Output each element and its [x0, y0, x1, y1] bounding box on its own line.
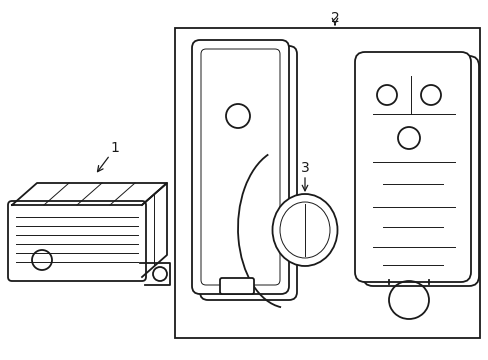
Text: 3: 3: [300, 161, 309, 175]
Ellipse shape: [272, 194, 337, 266]
FancyBboxPatch shape: [362, 56, 478, 286]
FancyBboxPatch shape: [354, 52, 470, 282]
FancyBboxPatch shape: [220, 278, 253, 294]
FancyBboxPatch shape: [192, 40, 288, 294]
Text: 2: 2: [330, 11, 339, 25]
Text: 1: 1: [110, 141, 119, 155]
FancyBboxPatch shape: [201, 49, 280, 285]
FancyBboxPatch shape: [200, 46, 296, 300]
FancyBboxPatch shape: [8, 201, 146, 281]
Bar: [175, 28, 479, 338]
